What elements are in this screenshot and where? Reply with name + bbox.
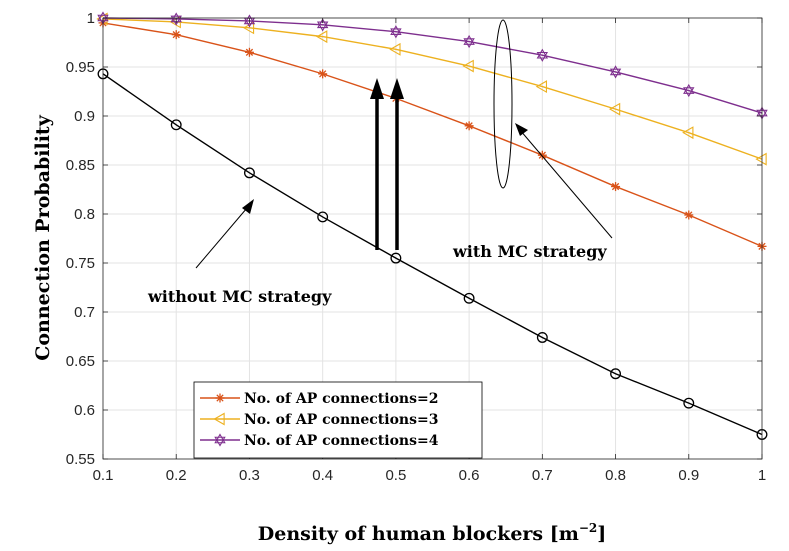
y-tick-label: 0.6 <box>74 402 95 419</box>
legend-label: No. of AP connections=4 <box>244 433 439 449</box>
y-tick-label: 0.8 <box>74 206 95 223</box>
x-tick-label: 0.2 <box>166 467 187 484</box>
legend-label: No. of AP connections=3 <box>244 412 438 428</box>
y-tick-label: 0.85 <box>66 157 95 174</box>
y-tick-label: 0.7 <box>74 304 95 321</box>
x-tick-label: 0.5 <box>385 467 406 484</box>
y-tick-label: 0.55 <box>66 451 95 468</box>
data-point <box>245 48 254 57</box>
legend-label: No. of AP connections=2 <box>244 391 438 407</box>
x-tick-label: 0.7 <box>532 467 553 484</box>
connection-probability-chart: 0.1 0.2 0.3 0.4 0.5 0.6 0.7 0.8 0.9 1 0.55 0.6 0.65… <box>0 0 789 551</box>
y-axis-label: Connection Probability <box>32 114 54 360</box>
legend: No. of AP connections=2 No. of AP connect… <box>194 382 482 458</box>
data-point <box>465 121 474 130</box>
x-tick-label: 0.9 <box>678 467 699 484</box>
x-tick-label: 0.8 <box>605 467 626 484</box>
without-mc-label: without MC strategy <box>147 287 332 306</box>
data-point <box>611 182 620 191</box>
y-tick-label: 1 <box>87 10 95 27</box>
data-point <box>318 69 327 78</box>
x-tick-label: 0.6 <box>459 467 480 484</box>
with-mc-label: with MC strategy <box>452 242 607 261</box>
x-axis-label: Density of human blockers [m−2] <box>258 521 606 545</box>
x-tick-label: 1 <box>758 467 766 484</box>
data-point <box>684 210 693 219</box>
x-tick-label: 0.3 <box>239 467 260 484</box>
y-tick-label: 0.9 <box>74 108 95 125</box>
x-tick-label: 0.4 <box>312 467 333 484</box>
data-point <box>172 30 181 39</box>
y-tick-label: 0.65 <box>66 353 95 370</box>
x-tick-label: 0.1 <box>93 467 114 484</box>
legend-marker <box>216 394 225 403</box>
y-tick-label: 0.75 <box>66 255 95 272</box>
y-tick-label: 0.95 <box>66 59 95 76</box>
